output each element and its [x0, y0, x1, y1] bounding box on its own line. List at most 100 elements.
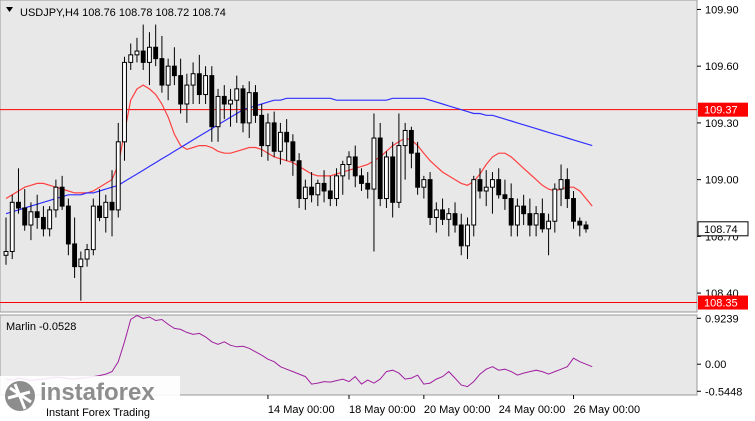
candle-body — [558, 179, 564, 190]
candle-body — [527, 213, 533, 226]
candle — [134, 37, 140, 63]
candle-body — [502, 194, 508, 200]
candle — [302, 179, 308, 210]
candle — [514, 198, 520, 237]
dropdown-triangle-icon[interactable] — [6, 7, 13, 12]
candle — [465, 217, 470, 260]
candle-body — [359, 175, 364, 184]
level-price-label: 109.37 — [704, 105, 738, 117]
candle-body — [72, 243, 78, 268]
candle-body — [477, 179, 483, 192]
candle — [458, 213, 464, 256]
candle-body — [415, 152, 421, 188]
candle-body — [103, 201, 109, 218]
candle — [153, 24, 159, 67]
candle — [508, 183, 514, 237]
candle — [40, 206, 46, 237]
candle — [383, 151, 389, 208]
candle-body — [196, 73, 202, 96]
candle-body — [377, 137, 383, 200]
candle-body — [465, 224, 470, 247]
current-price-label: 108.74 — [704, 224, 738, 236]
candle-body — [59, 186, 65, 207]
candle — [546, 213, 552, 256]
candle — [527, 198, 533, 237]
candle — [159, 35, 165, 93]
indicator-axis: 0.9239 0.00 -0.5448 — [697, 313, 742, 398]
candle — [521, 194, 527, 226]
price-panel[interactable] — [0, 0, 698, 313]
candle-body — [583, 224, 589, 230]
candle — [309, 172, 315, 203]
time-axis: 14 May 00:00 18 May 00:00 20 May 00:00 24 M… — [267, 395, 640, 416]
candle-body — [440, 209, 445, 220]
candle — [253, 85, 258, 123]
chart-title: USDJPY,H4 108.76 108.78 108.72 108.74 — [20, 7, 226, 19]
price-tick-label: 109.00 — [705, 175, 739, 187]
candle — [558, 164, 564, 207]
candle-body — [446, 213, 452, 220]
indicator-tick-label: -0.5448 — [705, 386, 742, 398]
candle-body — [134, 50, 140, 56]
candle — [471, 175, 477, 237]
candle — [539, 198, 545, 233]
candle-body — [97, 205, 102, 218]
candle-body — [109, 201, 115, 211]
candle-body — [178, 75, 184, 105]
candle-body — [165, 65, 171, 86]
candle — [571, 190, 576, 229]
candle — [583, 221, 589, 233]
candle — [321, 170, 327, 203]
time-tick-label: 20 May 00:00 — [424, 404, 491, 416]
candle-body — [309, 186, 315, 196]
candle — [446, 208, 452, 237]
candle-body — [128, 54, 134, 63]
instaforex-watermark: instaforex Instant Forex Trading — [0, 376, 180, 421]
candle — [277, 122, 283, 165]
candle — [34, 194, 40, 229]
candle-body — [122, 61, 127, 143]
candle — [483, 170, 489, 207]
candle — [490, 172, 495, 214]
candle-body — [228, 99, 233, 105]
price-plot — [0, 24, 697, 304]
candle-body — [390, 156, 396, 203]
candle — [190, 62, 196, 104]
time-tick-label: 14 May 00:00 — [268, 404, 335, 416]
candle — [228, 88, 233, 127]
candle-body — [253, 92, 258, 116]
candle — [215, 88, 221, 142]
candle — [221, 85, 227, 120]
candle — [22, 189, 28, 231]
candle — [427, 172, 433, 226]
candle-body — [571, 198, 576, 222]
candle-body — [259, 114, 265, 147]
candle — [502, 179, 508, 210]
candle — [296, 153, 302, 208]
candle — [496, 168, 502, 199]
candle-body — [40, 216, 46, 230]
candle-body — [284, 131, 290, 143]
level-price-tag — [698, 295, 748, 310]
candle-body — [203, 75, 209, 96]
candle — [203, 66, 209, 104]
candle — [140, 24, 146, 70]
candle-body — [84, 249, 90, 260]
candle — [334, 168, 339, 207]
candle — [371, 113, 377, 252]
candle — [271, 111, 277, 157]
time-tick-label: 24 May 00:00 — [499, 404, 566, 416]
candle — [90, 198, 96, 256]
candle-body — [371, 137, 377, 190]
candle-body — [215, 95, 221, 128]
candle — [327, 175, 333, 207]
candle-body — [240, 88, 246, 124]
level-price-tag — [698, 102, 748, 117]
candle — [402, 122, 408, 180]
candle — [3, 217, 9, 265]
candle-body — [365, 182, 371, 190]
candle-body — [458, 224, 464, 247]
candle — [246, 81, 252, 139]
candle-body — [65, 205, 71, 245]
candle-body — [433, 209, 439, 218]
